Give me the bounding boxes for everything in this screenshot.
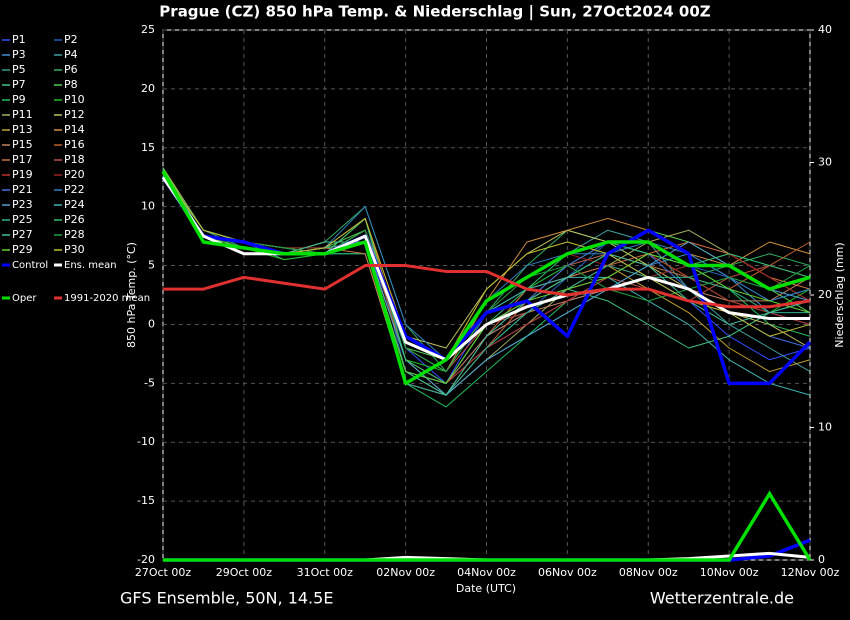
x-tick-label: 10Nov 00z xyxy=(700,566,759,579)
y2-tick-label: 40 xyxy=(818,23,832,36)
legend-label: Ens. mean xyxy=(64,260,117,271)
y-tick-label: 5 xyxy=(148,259,155,272)
legend-label: Oper xyxy=(12,293,37,304)
legend-label: P18 xyxy=(64,153,85,166)
y2-tick-label: 30 xyxy=(818,156,832,169)
legend-label: P7 xyxy=(12,78,26,91)
legend-label: P2 xyxy=(64,33,78,46)
legend-label: P21 xyxy=(12,183,33,196)
legend-label: P19 xyxy=(12,168,33,181)
x-tick-label: 31Oct 00z xyxy=(297,566,354,579)
legend-label: P15 xyxy=(12,138,33,151)
series-line xyxy=(161,170,811,386)
legend-label: P26 xyxy=(64,213,85,226)
precip-line xyxy=(163,490,812,562)
legend-label: P29 xyxy=(12,243,33,256)
y-tick-label: -10 xyxy=(137,435,155,448)
y-tick-label: -20 xyxy=(137,553,155,566)
legend-label: P24 xyxy=(64,198,85,211)
x-tick-label: 27Oct 00z xyxy=(135,566,192,579)
legend-label: P20 xyxy=(64,168,85,181)
legend-label: P3 xyxy=(12,48,26,61)
x-tick-label: 12Nov 00z xyxy=(781,566,840,579)
legend-label: P5 xyxy=(12,63,26,76)
legend-label: P9 xyxy=(12,93,26,106)
y2-tick-label: 10 xyxy=(818,421,832,434)
legend-label: Control xyxy=(12,260,48,271)
x-tick-label: 04Nov 00z xyxy=(457,566,516,579)
y2-tick-label: 0 xyxy=(818,553,825,566)
y2-axis-label: Niederschlag (mm) xyxy=(833,242,846,347)
series-line xyxy=(163,264,811,309)
chart-title: Prague (CZ) 850 hPa Temp. & Niederschlag… xyxy=(159,3,711,22)
legend-label: 1991-2020 mean xyxy=(64,293,150,304)
y2-tick-label: 20 xyxy=(818,288,832,301)
x-axis-label: Date (UTC) xyxy=(456,582,516,595)
legend-label: P12 xyxy=(64,108,85,121)
y-tick-label: 20 xyxy=(141,82,155,95)
legend-label: P4 xyxy=(64,48,78,61)
legend-label: P14 xyxy=(64,123,85,136)
legend-label: P10 xyxy=(64,93,85,106)
y-tick-label: 10 xyxy=(141,200,155,213)
legend-label: P11 xyxy=(12,108,33,121)
x-tick-label: 06Nov 00z xyxy=(538,566,597,579)
legend-label: P17 xyxy=(12,153,33,166)
series-line xyxy=(161,176,810,362)
source-right: Wetterzentrale.de xyxy=(650,589,794,608)
legend-label: P16 xyxy=(64,138,85,151)
legend-label: P6 xyxy=(64,63,78,76)
y-tick-label: -5 xyxy=(144,376,155,389)
legend-label: P25 xyxy=(12,213,33,226)
legend-label: P23 xyxy=(12,198,33,211)
y-axis-label: 850 hPa Temp. (°C) xyxy=(125,242,138,348)
y-tick-label: -15 xyxy=(137,494,155,507)
x-tick-label: 29Oct 00z xyxy=(216,566,273,579)
legend-label: P1 xyxy=(12,33,26,46)
y-tick-label: 25 xyxy=(141,23,155,36)
legend-label: P13 xyxy=(12,123,33,136)
x-tick-label: 02Nov 00z xyxy=(376,566,435,579)
source-left: GFS Ensemble, 50N, 14.5E xyxy=(120,589,333,608)
legend-label: P27 xyxy=(12,228,33,241)
legend-label: P22 xyxy=(64,183,85,196)
legend-label: P28 xyxy=(64,228,85,241)
legend-label: P30 xyxy=(64,243,85,256)
x-tick-label: 08Nov 00z xyxy=(619,566,678,579)
y-tick-label: 0 xyxy=(148,317,155,330)
legend-label: P8 xyxy=(64,78,78,91)
y-tick-label: 15 xyxy=(141,141,155,154)
